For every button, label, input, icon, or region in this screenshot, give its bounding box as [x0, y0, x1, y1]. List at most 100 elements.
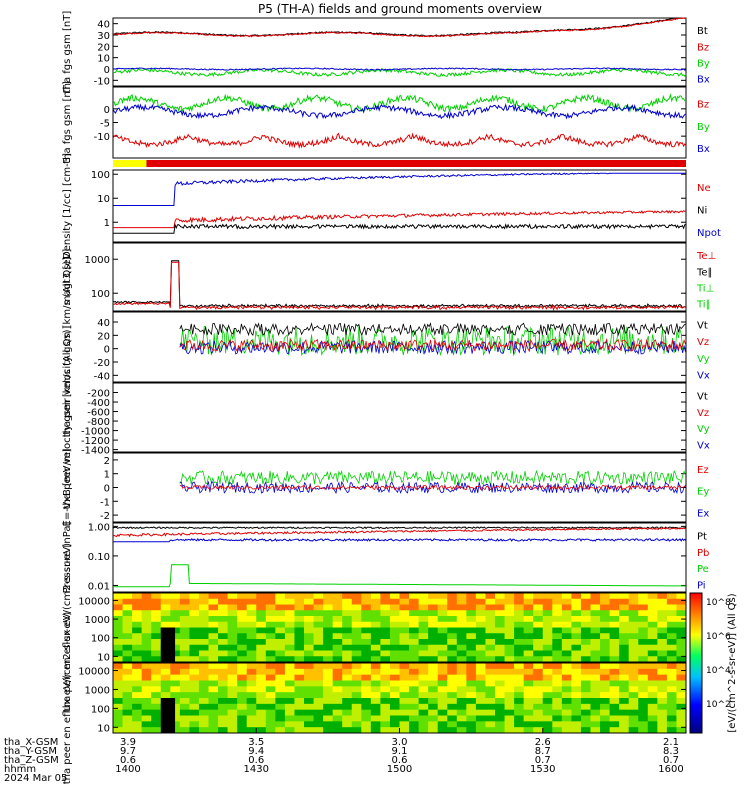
- peer-spectrogram-cell: [141, 721, 152, 728]
- peer-spectrogram-cell: [523, 721, 534, 728]
- peer-spectrogram-cell: [151, 721, 162, 728]
- peir-spectrogram-cell: [275, 621, 286, 628]
- peir-spectrogram-cell: [428, 598, 439, 605]
- peer-spectrogram-cell: [208, 674, 219, 681]
- peir-spectrogram-cell: [514, 627, 525, 634]
- peir-spectrogram-cell: [647, 633, 658, 640]
- peer-spectrogram-cell: [475, 692, 486, 699]
- peir-spectrogram-cell: [132, 639, 143, 646]
- peir-spectrogram-cell: [113, 593, 124, 600]
- peir-spectrogram-cell: [647, 604, 658, 611]
- fgs_gsm_dsl-ytick-label: -10: [94, 132, 110, 143]
- peer-spectrogram-cell: [227, 715, 238, 722]
- peer-spectrogram-cell: [542, 668, 553, 676]
- peir-spectrogram-cell: [170, 644, 181, 651]
- peir-spectrogram-cell: [313, 656, 324, 663]
- peir-spectrogram-cell: [113, 610, 124, 617]
- peer-spectrogram-cell: [389, 727, 400, 734]
- peer-spectrogram-cell: [304, 727, 315, 734]
- peer-spectrogram-cell: [600, 668, 611, 676]
- peir-spectrogram-cell: [380, 616, 391, 623]
- peir-spectrogram-cell: [351, 656, 362, 663]
- peir-spectrogram-cell: [284, 598, 295, 605]
- peir-spectrogram-cell: [141, 593, 152, 600]
- peir-spectrogram-cell: [495, 639, 506, 646]
- peir-spectrogram-cell: [313, 644, 324, 651]
- peer-spectrogram-cell: [141, 727, 152, 734]
- peir-spectrogram-cell: [132, 656, 143, 663]
- peer-spectrogram-cell: [475, 698, 486, 705]
- peer-spectrogram-cell: [275, 703, 286, 711]
- peir-spectrogram-cell: [552, 593, 563, 600]
- peir-spectrogram-cell: [418, 644, 429, 651]
- peir-spectrogram-cell: [523, 644, 534, 651]
- bottom-axis-value-x: 2.1: [663, 737, 679, 748]
- bottom-axis-row-label-0: tha_X-GSM: [4, 737, 58, 748]
- peir-spectrogram-cell: [456, 656, 467, 663]
- peir-spectrogram-cell: [514, 598, 525, 605]
- peir_spectrogram-ytick-label: 1000: [85, 615, 110, 626]
- peir-spectrogram-cell: [342, 610, 353, 617]
- peer-spectrogram-cell: [514, 663, 525, 670]
- peir-spectrogram-cell: [542, 633, 553, 640]
- peer-spectrogram-cell: [523, 698, 534, 705]
- peer-spectrogram-cell: [151, 715, 162, 722]
- peer-spectrogram-cell: [275, 715, 286, 722]
- peir-spectrogram-cell: [304, 598, 315, 605]
- peir-spectrogram-cell: [284, 616, 295, 623]
- peir-spectrogram-cell: [561, 627, 572, 634]
- bottom-axis-row-label-2: tha_Z-GSM: [4, 755, 59, 766]
- peir-spectrogram-cell: [265, 621, 276, 628]
- peer-spectrogram-cell: [323, 709, 334, 716]
- peir-spectrogram-cell: [227, 593, 238, 600]
- peer-spectrogram-cell: [437, 715, 448, 722]
- peer_spectrogram-ylabel: tha peer en eflux eV/(cm2-s-sr-eV): [62, 612, 73, 785]
- peir-spectrogram-cell: [198, 656, 209, 663]
- peir-spectrogram-cell: [370, 639, 381, 646]
- peer-spectrogram-cell: [647, 715, 658, 722]
- peir-spectrogram-cell: [323, 639, 334, 646]
- efield-Ez-line: [179, 484, 686, 491]
- peer-spectrogram-cell: [218, 709, 229, 716]
- density-ytick-label: 1: [104, 218, 110, 229]
- peir-spectrogram-cell: [380, 644, 391, 651]
- peer-spectrogram-cell: [265, 709, 276, 716]
- peir-spectrogram-cell: [332, 656, 343, 663]
- peir-spectrogram-cell: [580, 610, 591, 617]
- peer-spectrogram-cell: [456, 680, 467, 687]
- peir-spectrogram-cell: [304, 656, 315, 663]
- peir-spectrogram-cell: [399, 604, 410, 611]
- peir-spectrogram-cell: [485, 598, 496, 605]
- peir-spectrogram-cell: [361, 650, 372, 657]
- peer-spectrogram-cell: [380, 686, 391, 693]
- peer-spectrogram-cell: [666, 715, 677, 722]
- temperature-legend-2: Ti⊥: [696, 284, 714, 295]
- peer-spectrogram-cell: [600, 715, 611, 722]
- peer-spectrogram-cell: [361, 674, 372, 681]
- peer-spectrogram-cell: [409, 674, 420, 681]
- peir-spectrogram-cell: [246, 593, 257, 600]
- peer-spectrogram-cell: [657, 703, 668, 711]
- peer-spectrogram-cell: [580, 674, 591, 681]
- density-ytick-label: 100: [91, 170, 110, 181]
- peir-spectrogram-cell: [580, 633, 591, 640]
- peer-spectrogram-cell: [399, 668, 410, 676]
- peer-spectrogram-cell: [122, 727, 133, 734]
- peir-spectrogram-cell: [580, 598, 591, 605]
- peir-spectrogram-cell: [370, 610, 381, 617]
- peir-spectrogram-cell: [628, 621, 639, 628]
- peir-spectrogram-cell: [179, 598, 190, 605]
- peer-spectrogram-cell: [170, 668, 181, 676]
- peer-spectrogram-cell: [619, 663, 630, 670]
- peer-spectrogram-cell: [122, 692, 133, 699]
- peir-spectrogram-cell: [657, 650, 668, 657]
- peir-spectrogram-cell: [304, 610, 315, 617]
- peer-spectrogram-cell: [475, 709, 486, 716]
- peir-spectrogram-cell: [351, 616, 362, 623]
- peir-spectrogram-cell: [418, 633, 429, 640]
- peer-spectrogram-cell: [370, 686, 381, 693]
- peer-spectrogram-cell: [571, 680, 582, 687]
- peir-spectrogram-cell: [456, 639, 467, 646]
- peir-spectrogram-cell: [275, 616, 286, 623]
